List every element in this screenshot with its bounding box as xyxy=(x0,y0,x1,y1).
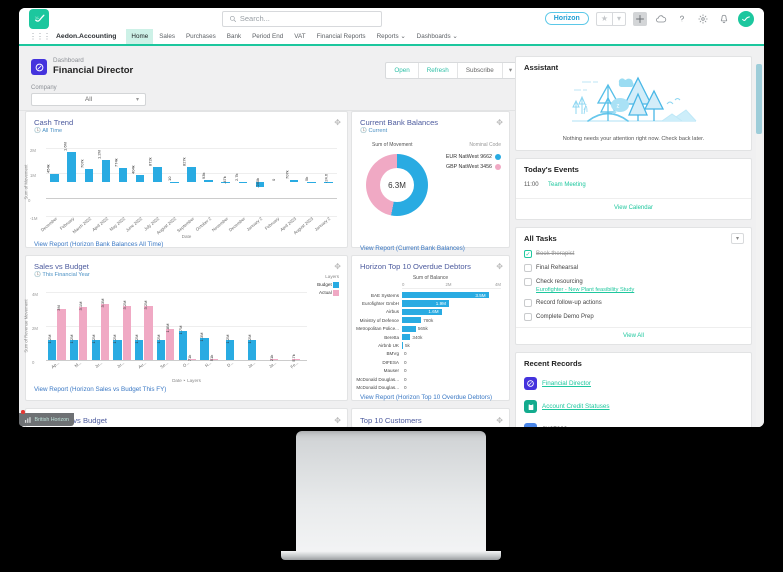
svg-text:z: z xyxy=(616,104,619,110)
